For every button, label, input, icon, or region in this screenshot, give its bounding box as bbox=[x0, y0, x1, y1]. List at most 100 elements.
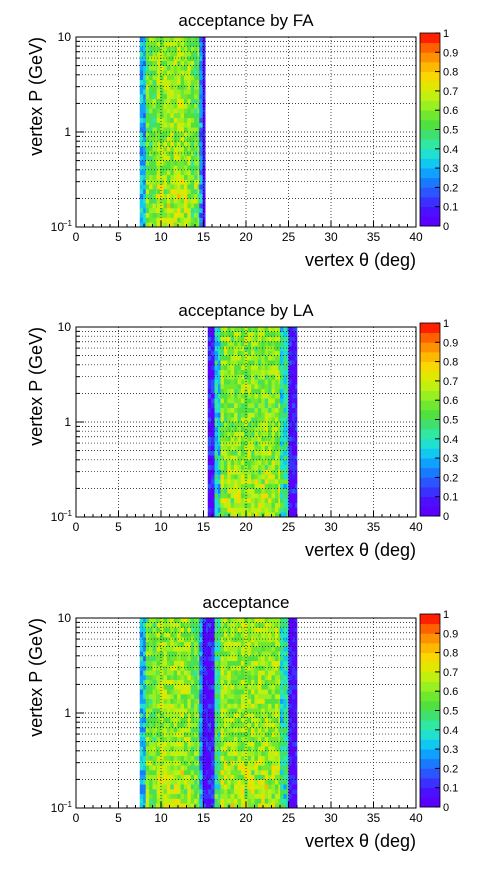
heatmap-cell bbox=[278, 803, 281, 809]
color-scale-band bbox=[420, 438, 440, 449]
heatmap-cell bbox=[187, 641, 192, 647]
heatmap-cell bbox=[286, 736, 289, 742]
heatmap-cell bbox=[180, 136, 185, 142]
heatmap-cell bbox=[156, 736, 161, 742]
heatmap-cell bbox=[278, 350, 281, 356]
heatmap-cell bbox=[286, 665, 289, 671]
heatmap-cell bbox=[190, 774, 195, 780]
heatmap-cell bbox=[143, 170, 146, 176]
heatmap-cell bbox=[197, 803, 200, 809]
heatmap-cell bbox=[160, 627, 164, 633]
heatmap-cell bbox=[214, 431, 219, 437]
heatmap-cell bbox=[199, 793, 203, 799]
heatmap-cell bbox=[177, 70, 181, 76]
heatmap-cell bbox=[223, 618, 228, 624]
heatmap-cell bbox=[156, 165, 161, 171]
heatmap-cell bbox=[163, 784, 168, 790]
heatmap-cell bbox=[286, 703, 289, 709]
heatmap-cell bbox=[194, 689, 198, 695]
heatmap-cell bbox=[278, 483, 281, 489]
heatmap-cell bbox=[173, 665, 178, 671]
heatmap-cell bbox=[283, 698, 288, 704]
heatmap-cell bbox=[202, 217, 206, 223]
heatmap-cell bbox=[217, 374, 221, 380]
heatmap-cell bbox=[194, 789, 198, 795]
heatmap-cell bbox=[183, 746, 188, 752]
heatmap-cell bbox=[223, 436, 228, 442]
heatmap-cell bbox=[230, 346, 235, 352]
heatmap-cell bbox=[206, 760, 209, 766]
heatmap-cell bbox=[264, 689, 269, 695]
heatmap-cell bbox=[199, 656, 203, 662]
heatmap-cell bbox=[278, 651, 281, 657]
heatmap-cell bbox=[187, 627, 192, 633]
heatmap-cell bbox=[194, 108, 198, 114]
heatmap-cell bbox=[291, 679, 296, 685]
heatmap-cell bbox=[268, 694, 272, 700]
heatmap-cell bbox=[194, 675, 198, 681]
heatmap-cell bbox=[202, 708, 207, 714]
heatmap-cell bbox=[234, 365, 238, 371]
heatmap-cell bbox=[278, 365, 281, 371]
heatmap-cell bbox=[139, 760, 144, 766]
heatmap-cell bbox=[295, 703, 298, 709]
heatmap-cell bbox=[207, 789, 212, 795]
heatmap-cell bbox=[139, 141, 144, 147]
heatmap-cell bbox=[194, 622, 198, 628]
heatmap-cell bbox=[295, 717, 298, 723]
heatmap-cell bbox=[264, 618, 269, 624]
heatmap-cell bbox=[183, 179, 188, 185]
heatmap-cell bbox=[280, 403, 284, 409]
heatmap-cell bbox=[247, 341, 252, 347]
heatmap-cell bbox=[274, 789, 279, 795]
heatmap-cell bbox=[211, 779, 215, 785]
heatmap-cell bbox=[271, 512, 276, 518]
heatmap-cell bbox=[237, 436, 242, 442]
heatmap-cell bbox=[170, 155, 175, 161]
heatmap-cell bbox=[143, 208, 146, 214]
heatmap-cell bbox=[145, 656, 150, 662]
heatmap-cell bbox=[227, 455, 231, 461]
heatmap-cell bbox=[207, 741, 212, 747]
heatmap-cell bbox=[211, 727, 215, 733]
heatmap-cell bbox=[220, 360, 225, 366]
heatmap-cell bbox=[280, 422, 284, 428]
heatmap-cell bbox=[244, 755, 248, 761]
heatmap-cell bbox=[163, 717, 168, 723]
heatmap-cell bbox=[240, 488, 245, 494]
heatmap-cell bbox=[227, 336, 231, 342]
heatmap-cell bbox=[177, 665, 181, 671]
heatmap-cell bbox=[190, 727, 195, 733]
heatmap-cell bbox=[240, 502, 245, 508]
heatmap-cell bbox=[214, 641, 219, 647]
heatmap-cell bbox=[237, 665, 242, 671]
heatmap-cell bbox=[166, 656, 171, 662]
heatmap-cell bbox=[271, 803, 276, 809]
heatmap-cell bbox=[274, 656, 279, 662]
heatmap-cell bbox=[230, 336, 235, 342]
x-tick-label: 15 bbox=[197, 230, 211, 244]
heatmap-cell bbox=[152, 89, 157, 95]
z-tick-label: 0.5 bbox=[443, 125, 458, 137]
heatmap-cell bbox=[194, 765, 198, 771]
heatmap-cell bbox=[295, 765, 298, 771]
heatmap-cell bbox=[223, 388, 228, 394]
color-scale-band bbox=[420, 71, 440, 82]
heatmap-cell bbox=[211, 765, 215, 771]
heatmap-cell bbox=[295, 479, 298, 485]
heatmap-cell bbox=[280, 407, 284, 413]
heatmap-cell bbox=[283, 450, 288, 456]
heatmap-cell bbox=[264, 736, 269, 742]
heatmap-cell bbox=[166, 141, 171, 147]
heatmap-cell bbox=[278, 417, 281, 423]
x-tick-label: 25 bbox=[282, 230, 296, 244]
heatmap-cell bbox=[173, 770, 178, 776]
heatmap-cell bbox=[280, 675, 284, 681]
heatmap-cell bbox=[145, 155, 150, 161]
heatmap-cell bbox=[160, 755, 164, 761]
heatmap-cell bbox=[170, 798, 175, 804]
heatmap-cell bbox=[247, 618, 252, 624]
heatmap-cell bbox=[217, 784, 221, 790]
heatmap-cell bbox=[152, 108, 157, 114]
heatmap-cell bbox=[156, 770, 161, 776]
